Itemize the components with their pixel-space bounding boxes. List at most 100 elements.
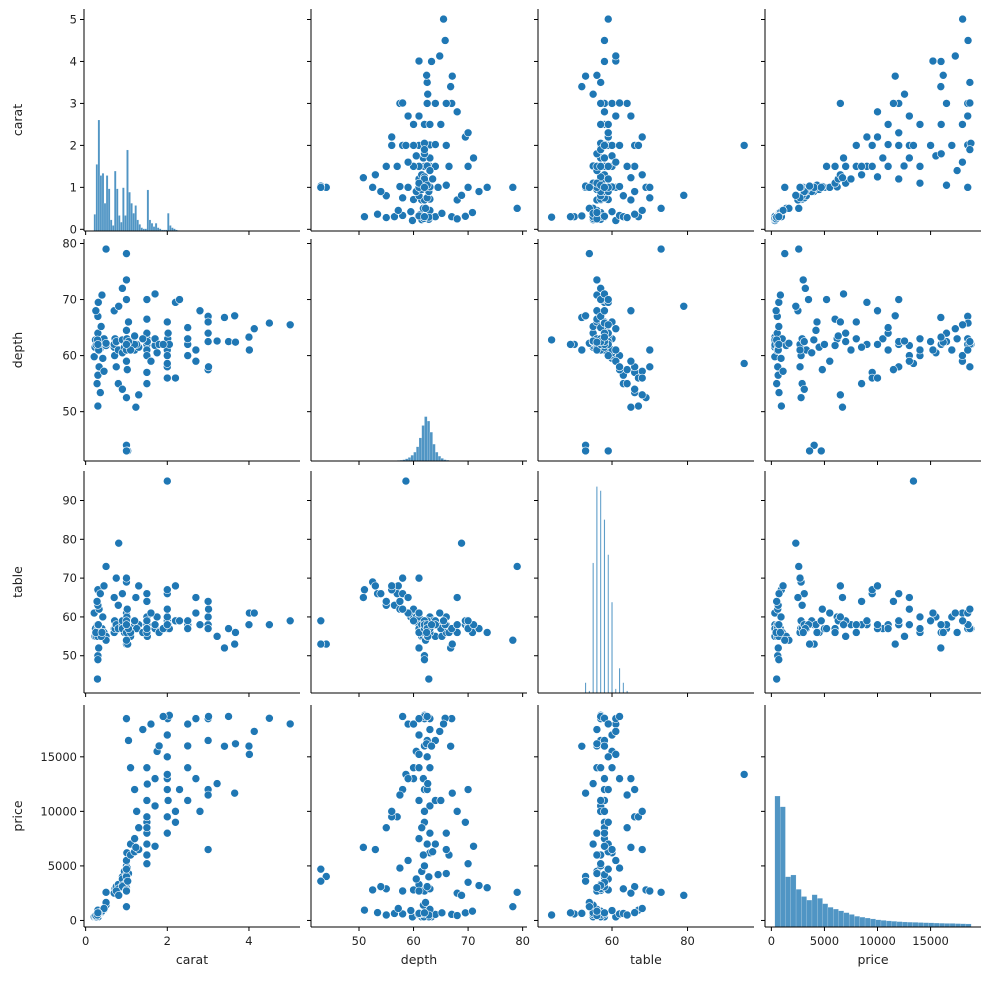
scatter-point <box>612 52 620 60</box>
scatter-point <box>852 335 860 343</box>
x-tick-label: 0 <box>82 934 89 948</box>
scatter-point <box>163 613 171 621</box>
scatter-point <box>184 617 192 625</box>
scatter-point <box>402 477 410 485</box>
scatter-point <box>360 213 368 221</box>
scatter-point <box>638 807 646 815</box>
scatter-point <box>937 83 945 91</box>
scatter-point <box>612 325 620 333</box>
scatter-point <box>937 150 945 158</box>
scatter-point <box>396 183 404 191</box>
scatter-point <box>464 183 472 191</box>
scatter-point <box>125 318 133 326</box>
scatter-point <box>597 796 605 804</box>
y-axis-label: price <box>10 800 25 831</box>
scatter-point <box>847 175 855 183</box>
y-tick-label: 70 <box>62 293 77 307</box>
scatter-point <box>604 352 612 360</box>
scatter-point <box>578 83 586 91</box>
scatter-point <box>631 162 639 170</box>
scatter-point <box>627 307 635 315</box>
scatter-point <box>220 313 228 321</box>
scatter-point <box>94 656 102 664</box>
scatter-point <box>135 391 143 399</box>
scatter-point <box>453 807 461 815</box>
y-tick-label: 3 <box>70 96 77 110</box>
histogram-bar <box>939 923 944 927</box>
scatter-point <box>404 856 412 864</box>
scatter-point <box>646 363 654 371</box>
scatter-point <box>184 764 192 772</box>
scatter-point <box>163 731 171 739</box>
scatter-point <box>566 340 574 348</box>
scatter-point <box>838 174 846 182</box>
scatter-point <box>97 322 105 330</box>
histogram-bar <box>126 150 128 231</box>
scatter-point <box>102 888 110 896</box>
scatter-point <box>122 621 130 629</box>
scatter-point <box>483 884 491 892</box>
scatter-point <box>836 613 844 621</box>
histogram-bar <box>147 190 149 231</box>
scatter-point <box>612 856 620 864</box>
scatter-point <box>616 363 624 371</box>
scatter-point <box>623 911 631 919</box>
scatter-point <box>393 162 401 170</box>
scatter-point <box>779 367 787 375</box>
histogram-bar <box>408 457 411 461</box>
scatter-point <box>895 296 903 304</box>
scatter-point <box>359 174 367 182</box>
scatter-point <box>440 720 448 728</box>
scatter-point <box>858 162 866 170</box>
scatter-point <box>371 171 379 179</box>
scatter-point <box>423 883 431 891</box>
scatter-point <box>410 120 418 128</box>
scatter-point <box>122 394 130 402</box>
scatter-point <box>631 786 639 794</box>
panel-table-vs-depth <box>307 471 527 697</box>
scatter-point <box>840 621 848 629</box>
scatter-point <box>895 175 903 183</box>
scatter-point <box>115 891 123 899</box>
scatter-point <box>836 318 844 326</box>
scatter-point <box>163 813 171 821</box>
histogram-bar <box>411 455 414 461</box>
scatter-point <box>623 162 631 170</box>
scatter-point <box>623 791 631 799</box>
scatter-point <box>245 333 253 341</box>
scatter-point <box>143 368 151 376</box>
scatter-point <box>585 250 593 258</box>
scatter-point <box>317 640 325 648</box>
scatter-point <box>94 621 102 629</box>
scatter-point <box>163 586 171 594</box>
scatter-point <box>382 824 390 832</box>
scatter-point <box>404 112 412 120</box>
scatter-point <box>118 385 126 393</box>
scatter-point <box>448 72 456 80</box>
scatter-point <box>213 780 221 788</box>
histogram-bar <box>604 520 605 693</box>
scatter-point <box>806 447 814 455</box>
scatter-point <box>619 885 627 893</box>
histogram-bar <box>796 889 801 927</box>
scatter-point <box>163 621 171 629</box>
histogram-bar <box>860 917 865 927</box>
scatter-point <box>464 878 472 886</box>
scatter-point <box>638 171 646 179</box>
scatter-point <box>184 352 192 360</box>
x-tick-label: 10000 <box>859 934 896 948</box>
scatter-point <box>422 898 430 906</box>
scatter-point <box>132 843 140 851</box>
y-tick-label: 5 <box>70 12 77 26</box>
x-tick-label: 60 <box>605 934 620 948</box>
scatter-point <box>447 83 455 91</box>
scatter-point <box>582 877 590 885</box>
scatter-point <box>415 750 423 758</box>
scatter-point <box>423 840 431 848</box>
histogram-bar <box>780 807 785 927</box>
scatter-point <box>135 582 143 590</box>
scatter-point <box>852 318 860 326</box>
scatter-point <box>447 742 455 750</box>
